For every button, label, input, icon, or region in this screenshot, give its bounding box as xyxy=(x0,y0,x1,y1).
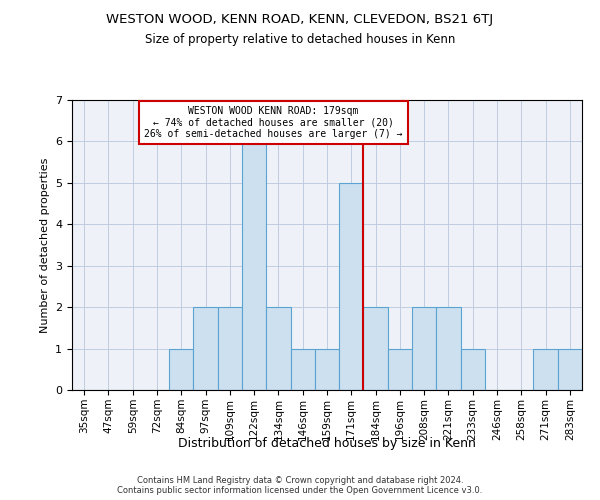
Y-axis label: Number of detached properties: Number of detached properties xyxy=(40,158,50,332)
Bar xyxy=(412,307,436,390)
Bar xyxy=(364,307,388,390)
Text: Size of property relative to detached houses in Kenn: Size of property relative to detached ho… xyxy=(145,32,455,46)
Text: WESTON WOOD, KENN ROAD, KENN, CLEVEDON, BS21 6TJ: WESTON WOOD, KENN ROAD, KENN, CLEVEDON, … xyxy=(106,12,494,26)
Bar xyxy=(558,348,582,390)
Bar xyxy=(461,348,485,390)
Bar xyxy=(193,307,218,390)
Text: Distribution of detached houses by size in Kenn: Distribution of detached houses by size … xyxy=(178,438,476,450)
Bar xyxy=(436,307,461,390)
Bar xyxy=(315,348,339,390)
Text: Contains HM Land Registry data © Crown copyright and database right 2024.
Contai: Contains HM Land Registry data © Crown c… xyxy=(118,476,482,495)
Bar xyxy=(169,348,193,390)
Bar xyxy=(339,183,364,390)
Text: WESTON WOOD KENN ROAD: 179sqm
← 74% of detached houses are smaller (20)
26% of s: WESTON WOOD KENN ROAD: 179sqm ← 74% of d… xyxy=(145,106,403,140)
Bar xyxy=(218,307,242,390)
Bar xyxy=(290,348,315,390)
Bar xyxy=(533,348,558,390)
Bar xyxy=(266,307,290,390)
Bar xyxy=(388,348,412,390)
Bar xyxy=(242,142,266,390)
